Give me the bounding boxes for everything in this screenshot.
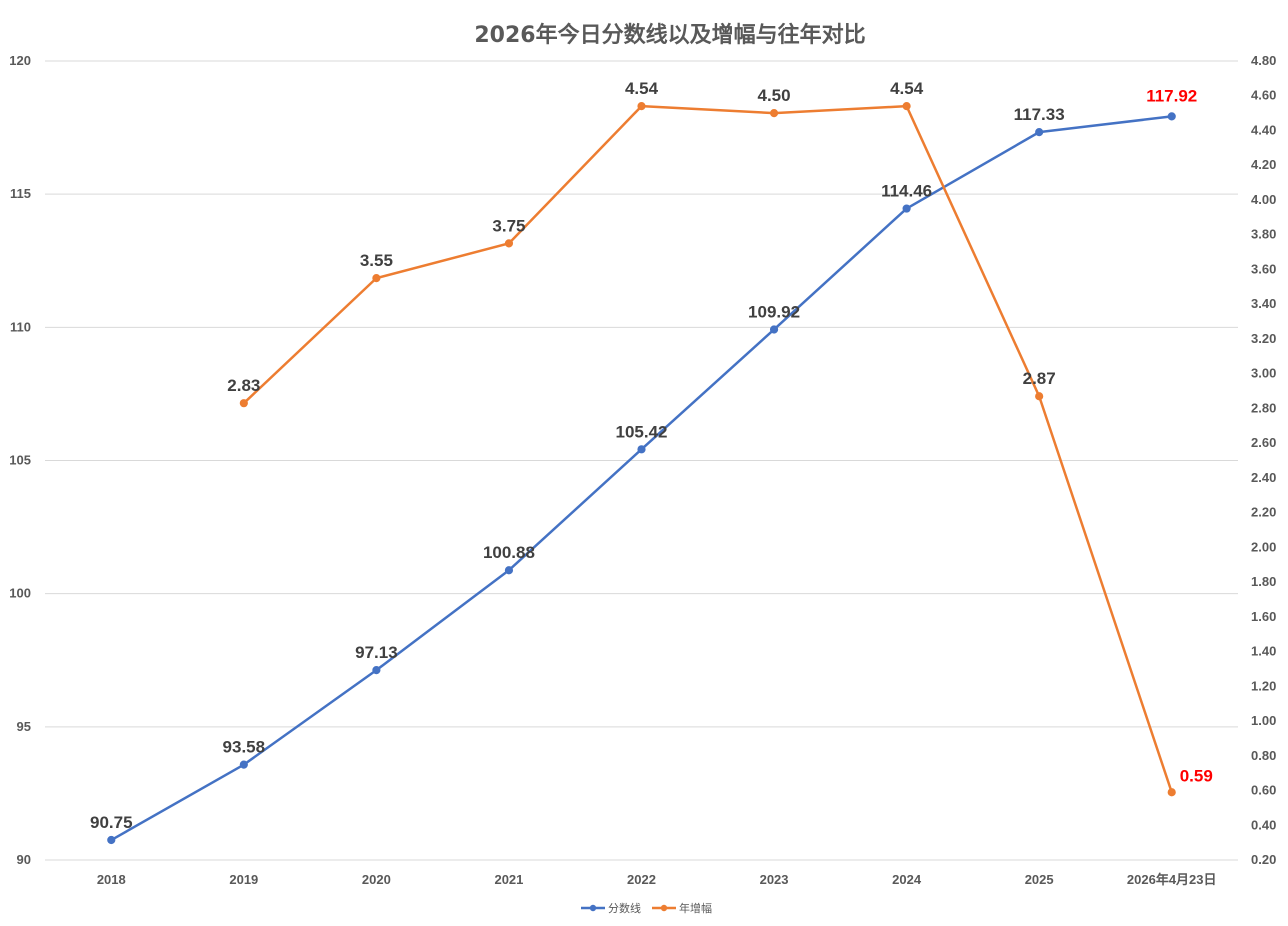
right-axis-tick-label: 2.60 [1251,435,1276,450]
right-axis-tick-label: 2.40 [1251,470,1276,485]
data-point [1167,788,1176,797]
legend-marker-icon [589,904,597,912]
data-label: 4.50 [758,86,791,105]
right-axis-tick-label: 1.80 [1251,574,1276,589]
data-label: 4.54 [625,79,659,98]
data-point [769,325,779,334]
left-axis-tick-label: 90 [17,852,31,867]
left-y-axis: 90 95 100 105 110 115 120 [9,53,31,867]
data-point [1035,392,1044,401]
right-axis-tick-label: 4.60 [1251,88,1276,103]
right-axis-tick-label: 1.60 [1251,609,1276,624]
right-axis-tick-label: 0.80 [1251,748,1276,763]
data-point [902,102,911,111]
data-label: 3.75 [492,216,525,235]
data-point [504,566,514,575]
right-axis-tick-label: 0.40 [1251,817,1276,832]
x-axis: 2018 2019 2020 2021 2022 2023 2024 2025 2026年4月2… [97,872,1217,887]
right-axis-tick-label: 3.80 [1251,227,1276,242]
right-axis-tick-label: 3.60 [1251,261,1276,276]
series-1 [107,112,1176,845]
right-axis-tick-label: 1.40 [1251,644,1276,659]
data-label: 0.59 [1180,766,1213,785]
x-axis-tick-label: 2021 [494,872,523,887]
series-line [242,104,1173,793]
legend-label: 分数线 [608,901,641,915]
data-label: 93.58 [223,738,266,757]
data-point [902,204,911,213]
x-axis-tick-label: 2022 [627,872,656,887]
right-axis-tick-label: 2.80 [1251,400,1276,415]
data-label: 97.13 [355,643,398,662]
x-axis-tick-label: 2023 [760,872,789,887]
right-axis-tick-label: 3.20 [1251,331,1276,346]
data-point [637,102,646,111]
right-axis-tick-label: 1.00 [1251,713,1276,728]
left-axis-tick-label: 115 [10,186,31,201]
right-axis-tick-label: 4.00 [1251,192,1276,207]
legend-marker-icon [660,904,668,912]
legend-item: 年增幅 [652,901,712,915]
data-label: 2.83 [227,376,260,395]
right-axis-tick-label: 2.00 [1251,539,1276,554]
data-point [637,445,646,454]
data-point [1035,128,1044,137]
data-point [372,274,381,283]
data-label: 109.92 [748,302,800,321]
left-axis-tick-label: 105 [9,453,31,468]
data-label: 100.88 [483,543,535,562]
left-axis-tick-label: 120 [9,53,31,68]
left-axis-tick-label: 100 [9,586,31,601]
legend-item: 分数线 [581,901,641,915]
right-axis-tick-label: 2.20 [1251,505,1276,520]
series-2 [239,102,1176,797]
data-label: 2.87 [1023,369,1056,388]
x-axis-tick-label: 2026年4月23日 [1127,872,1217,887]
gridlines [45,60,1238,861]
data-point [107,835,116,845]
data-label: 114.46 [881,182,932,201]
data-label: 4.54 [890,79,924,98]
x-axis-tick-label: 2025 [1025,872,1054,887]
right-axis-tick-label: 4.20 [1251,157,1276,172]
right-axis-tick-label: 1.20 [1251,678,1276,693]
data-point [1167,112,1176,121]
right-axis-tick-label: 3.00 [1251,366,1276,381]
legend: 分数线 年增幅 [581,901,712,915]
right-y-axis: 0.20 0.40 0.60 0.80 1.00 1.20 1.40 1.60 1.80 2.00… [1251,53,1276,867]
right-axis-tick-label: 0.60 [1251,783,1276,798]
legend-label: 年增幅 [679,901,712,915]
series-layer [107,102,1176,845]
right-axis-tick-label: 4.80 [1251,53,1276,68]
x-axis-tick-label: 2020 [362,872,391,887]
data-label: 117.92 [1146,86,1197,105]
left-axis-tick-label: 110 [10,319,31,334]
data-labels: 90.75 93.58 97.13 100.88 105.42 109.92 114.46 1… [90,79,1213,832]
data-label: 3.55 [360,251,393,270]
data-point [372,666,381,675]
data-point [239,399,248,408]
right-axis-tick-label: 3.40 [1251,296,1276,311]
data-point [769,109,779,118]
data-label: 90.75 [90,813,133,832]
data-point [239,760,248,769]
x-axis-tick-label: 2019 [229,872,258,887]
right-axis-tick-label: 0.20 [1251,852,1276,867]
x-axis-tick-label: 2018 [97,872,126,887]
data-label: 105.42 [616,422,668,441]
data-point [504,239,514,248]
x-axis-tick-label: 2024 [892,872,922,887]
left-axis-tick-label: 95 [17,719,31,734]
data-label: 117.33 [1014,105,1065,124]
right-axis-tick-label: 4.40 [1251,122,1276,137]
chart-title: 2026年今日分数线以及增幅与往年对比 [474,22,865,48]
